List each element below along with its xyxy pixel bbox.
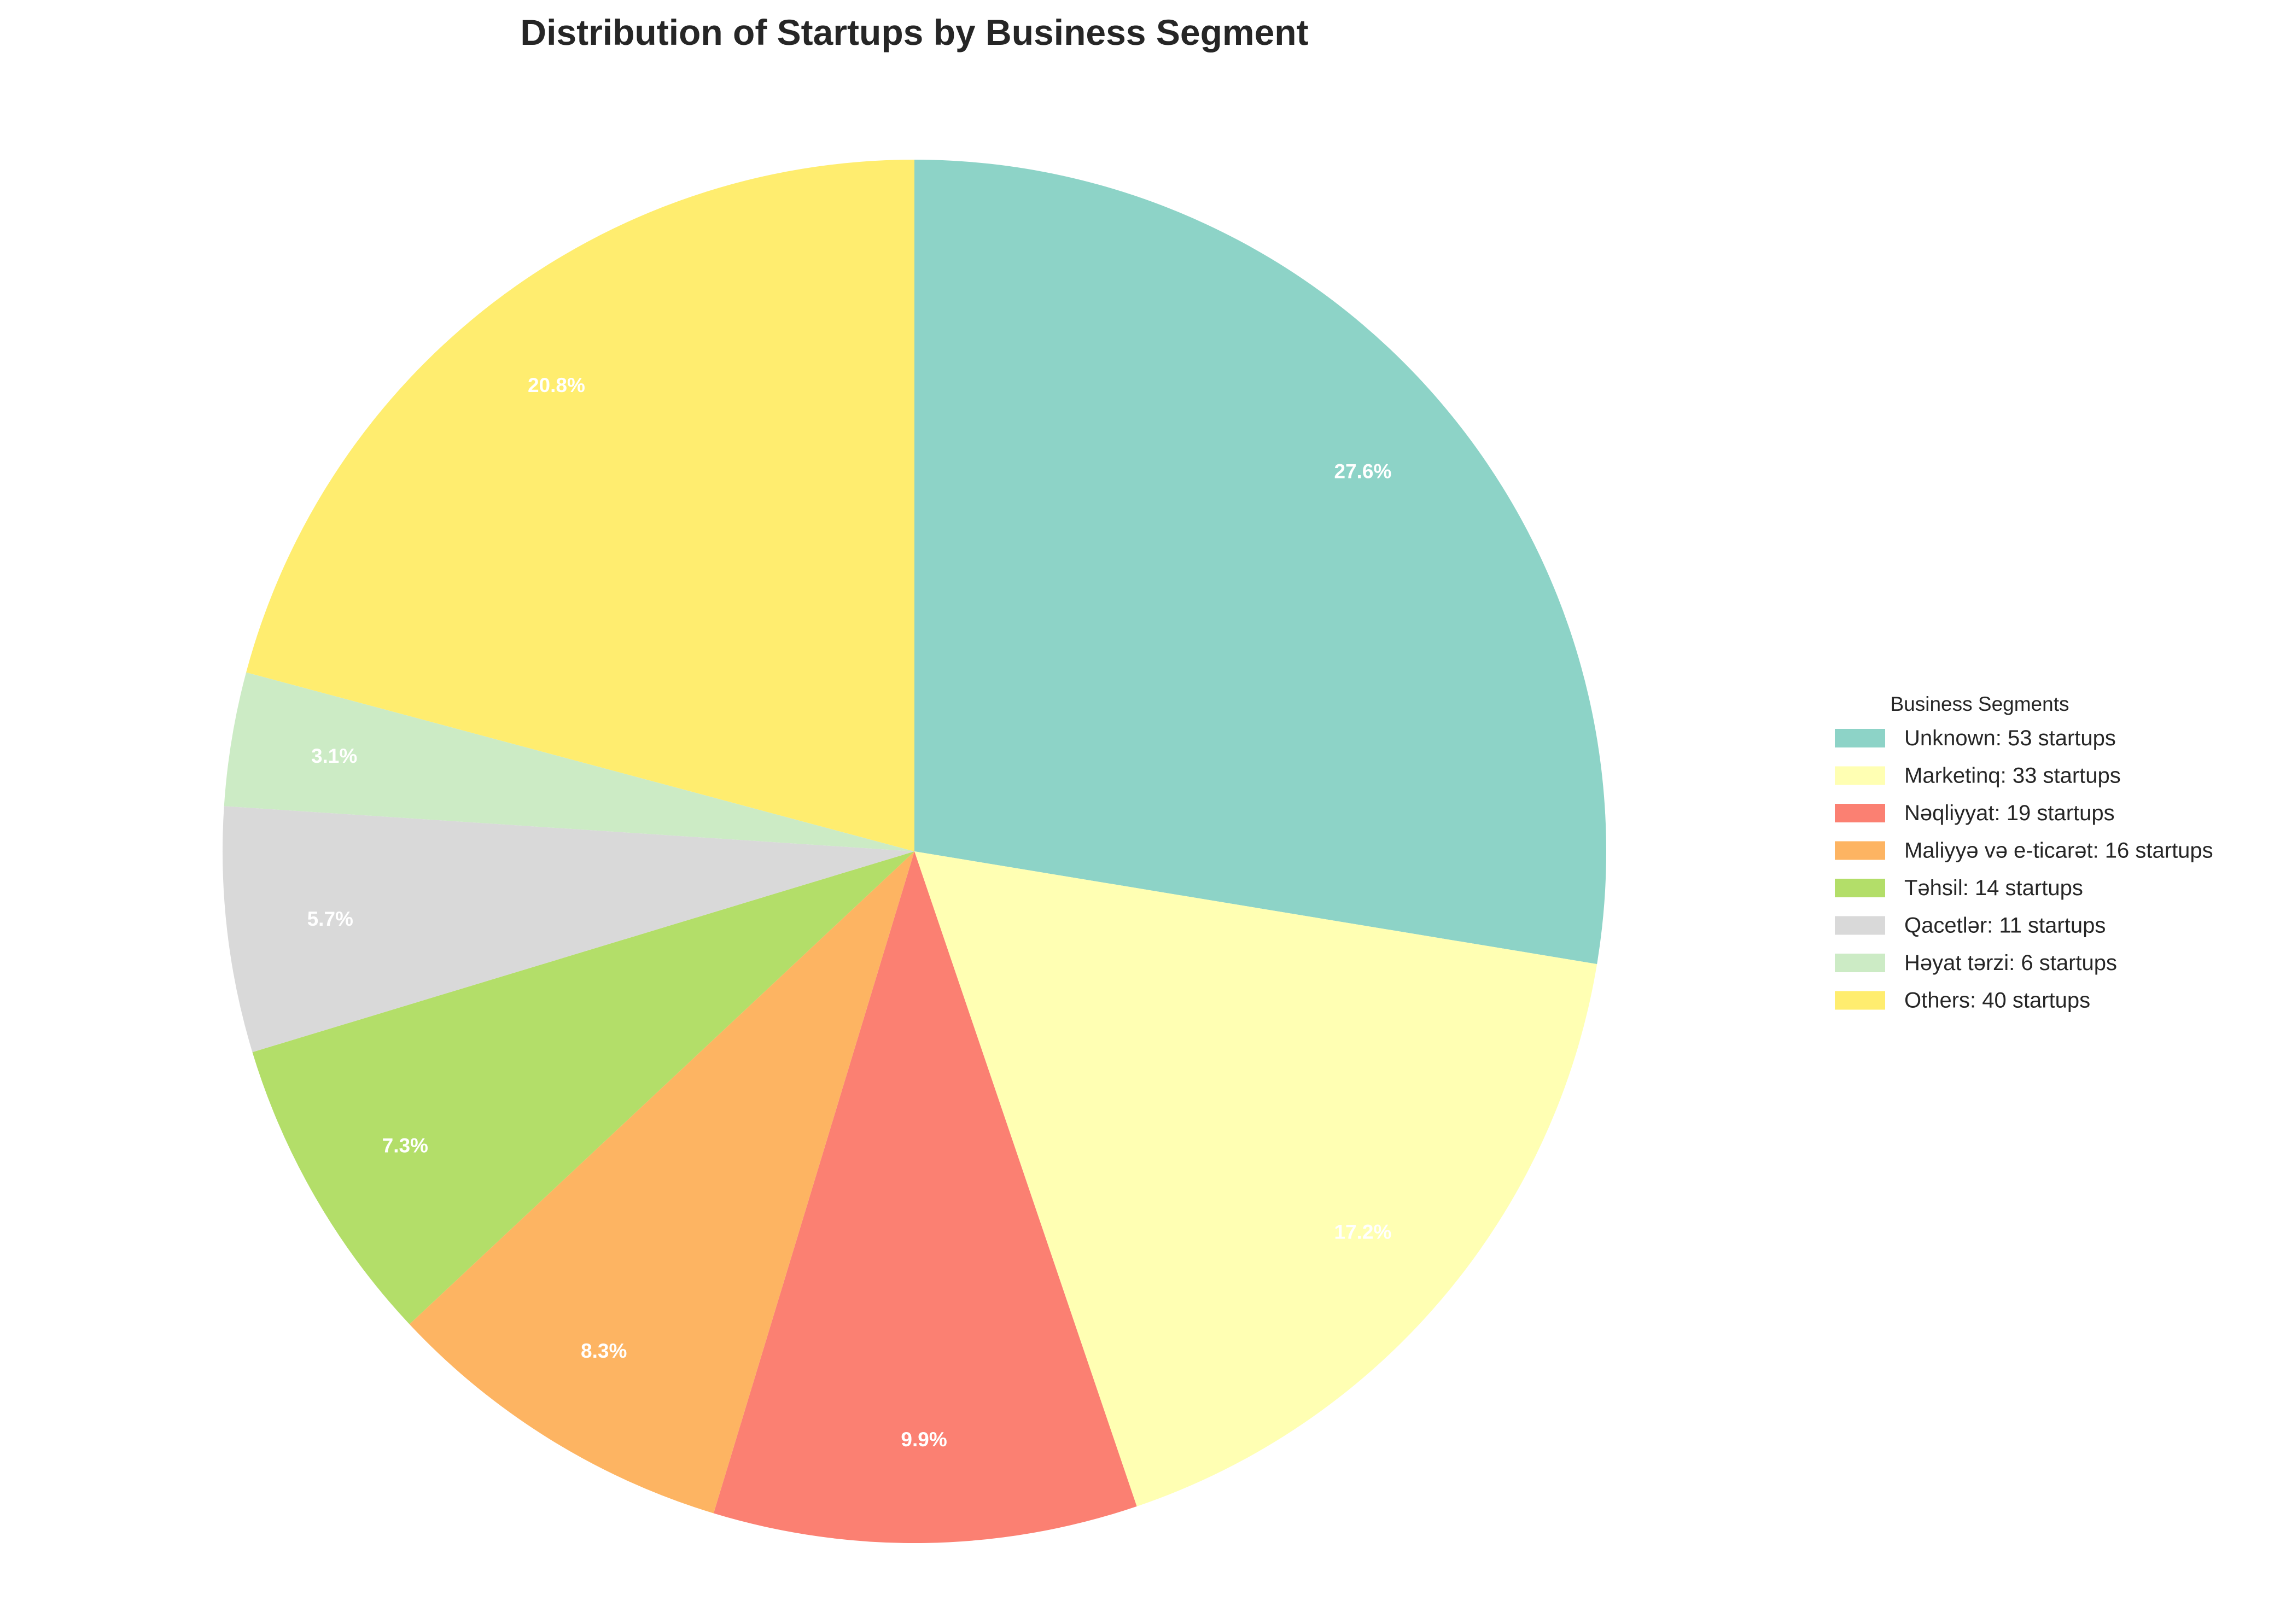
- legend-swatch-2: [1835, 804, 1885, 822]
- percentage-label-5: 5.7%: [307, 908, 353, 930]
- pie-slice-0: [914, 160, 1606, 965]
- pie-slice-1: [914, 851, 1597, 1506]
- legend-swatch-4: [1835, 879, 1885, 897]
- legend-label-0: Unknown: 53 startups: [1904, 726, 2116, 750]
- legend-label-5: Qacetlər: 11 startups: [1904, 914, 2106, 938]
- pie-slice-3: [409, 851, 914, 1514]
- legend-label-1: Marketinq: 33 startups: [1904, 764, 2121, 788]
- legend-label-3: Maliyyə və e-ticarət: 16 startups: [1904, 839, 2213, 863]
- pie-slice-4: [252, 851, 915, 1324]
- percentage-label-2: 9.9%: [901, 1428, 947, 1451]
- percentage-label-3: 8.3%: [581, 1340, 627, 1362]
- legend-swatch-6: [1835, 954, 1885, 972]
- percentage-label-0: 27.6%: [1334, 460, 1391, 482]
- chart-title: Distribution of Startups by Business Seg…: [520, 12, 1308, 52]
- legend-swatch-5: [1835, 916, 1885, 935]
- legend-label-6: Həyat tərzi: 6 startups: [1904, 951, 2117, 975]
- legend-swatch-1: [1835, 766, 1885, 785]
- legend-swatch-3: [1835, 841, 1885, 860]
- legend-swatch-0: [1835, 729, 1885, 747]
- legend-swatch-7: [1835, 991, 1885, 1010]
- percentage-label-7: 20.8%: [528, 374, 585, 396]
- legend-label-7: Others: 40 startups: [1904, 989, 2090, 1013]
- legend-title: Business Segments: [1890, 693, 2069, 715]
- pie-slice-5: [223, 806, 915, 1053]
- pie-slice-6: [224, 672, 914, 851]
- legend-label-4: Təhsil: 14 startups: [1904, 876, 2083, 900]
- pie-slice-7: [246, 160, 915, 851]
- percentage-label-1: 17.2%: [1334, 1221, 1391, 1243]
- legend-items: Unknown: 53 startups Marketinq: 33 startu…: [1835, 726, 2213, 1013]
- legend-label-2: Nəqliyyat: 19 startups: [1904, 801, 2115, 825]
- pie-slice-2: [713, 851, 1137, 1543]
- pie-slices: [223, 160, 1606, 1543]
- percentage-label-6: 3.1%: [311, 745, 357, 767]
- percentage-labels: 27.6% 17.2% 9.9% 8.3% 7.3% 5.7% 3.1% 20.8%: [307, 374, 1392, 1451]
- legend: Business Segments Unknown: 53 startups Ma…: [1835, 693, 2213, 1013]
- percentage-label-4: 7.3%: [382, 1135, 428, 1157]
